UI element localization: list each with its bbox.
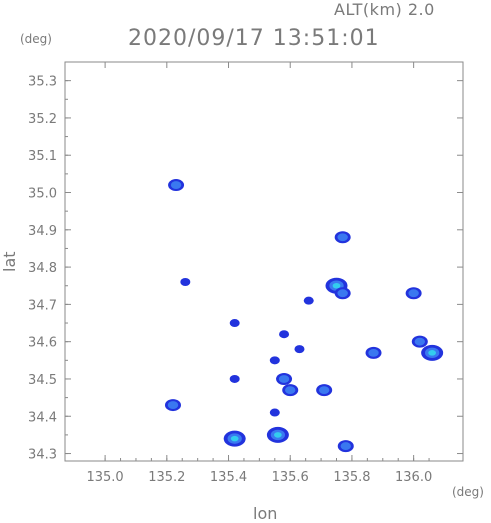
echo-cell-core [278,375,290,383]
x-tick-label: 135.2 [148,470,185,485]
y-tick-label: 34.5 [28,373,57,388]
y-tick-label: 35.0 [28,187,57,202]
echo-cell-peak [332,282,341,289]
echo-cell-core [285,386,296,395]
y-tick-label: 34.8 [28,261,57,276]
y-tick-label: 35.2 [28,112,57,127]
echo-cell-core [414,337,426,346]
x-tick-label: 136.0 [395,470,432,485]
timestamp-title: 2020/09/17 13:51:01 [128,26,380,51]
echo-cell-core [408,289,419,298]
echo-cell [180,278,191,287]
x-unit-label: (deg) [452,485,484,499]
echo-cell-core [340,442,351,450]
plot-frame [64,61,464,462]
echo-cell-core [170,181,182,189]
echo-cell-peak [274,432,282,438]
echo-cell-peak [230,435,239,442]
echo-cell-peak [428,350,436,356]
x-tick-label: 135.6 [272,470,309,485]
echo-cell-core [368,348,379,357]
echo-cell [229,374,240,383]
y-tick-label: 35.3 [28,75,57,90]
echo-cell-core [318,386,330,395]
echo-cell-core [337,289,348,298]
y-unit-label: (deg) [20,32,52,46]
y-tick-label: 34.7 [28,298,57,313]
echo-cell-core [337,233,348,242]
x-tick-label: 135.4 [210,470,247,485]
altitude-label: ALT(km) 2.0 [334,0,435,19]
echo-cell [303,296,314,305]
y-tick-label: 35.1 [28,149,57,164]
y-tick-label: 34.3 [28,448,57,463]
y-tick-label: 34.6 [28,336,57,351]
echo-cell [269,356,280,365]
echo-cell [279,330,290,339]
echo-cell [269,408,280,417]
echo-cell [229,319,240,328]
echo-cell-core [167,401,179,409]
y-tick-label: 34.4 [28,410,57,425]
y-tick-label: 34.9 [28,224,57,239]
x-tick-label: 135.0 [86,470,123,485]
x-axis-label: lon [253,504,278,523]
echo-cell [294,345,305,354]
x-tick-label: 135.8 [333,470,370,485]
